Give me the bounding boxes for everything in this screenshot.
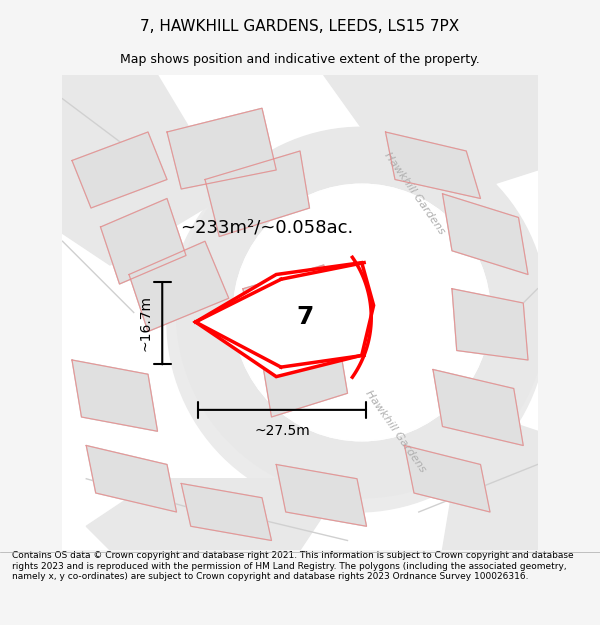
Polygon shape bbox=[443, 408, 538, 550]
Polygon shape bbox=[262, 336, 347, 417]
Text: ~16.7m: ~16.7m bbox=[139, 295, 153, 351]
Polygon shape bbox=[324, 75, 538, 208]
Polygon shape bbox=[39, 75, 229, 265]
Polygon shape bbox=[100, 199, 186, 284]
Polygon shape bbox=[72, 360, 157, 431]
Polygon shape bbox=[243, 265, 338, 346]
Text: Map shows position and indicative extent of the property.: Map shows position and indicative extent… bbox=[120, 52, 480, 66]
Polygon shape bbox=[386, 132, 481, 199]
Circle shape bbox=[233, 184, 490, 441]
Polygon shape bbox=[196, 262, 374, 377]
Text: 7, HAWKHILL GARDENS, LEEDS, LS15 7PX: 7, HAWKHILL GARDENS, LEEDS, LS15 7PX bbox=[140, 19, 460, 34]
Polygon shape bbox=[86, 479, 347, 550]
Polygon shape bbox=[167, 108, 276, 189]
Circle shape bbox=[176, 127, 547, 498]
Polygon shape bbox=[452, 289, 528, 360]
Polygon shape bbox=[433, 369, 523, 446]
Circle shape bbox=[167, 132, 547, 512]
Polygon shape bbox=[443, 194, 528, 274]
Polygon shape bbox=[404, 446, 490, 512]
Text: Hawkhill Gardens: Hawkhill Gardens bbox=[382, 151, 446, 237]
Polygon shape bbox=[86, 446, 176, 512]
Polygon shape bbox=[72, 132, 167, 208]
Text: 7: 7 bbox=[296, 305, 313, 329]
Text: Contains OS data © Crown copyright and database right 2021. This information is : Contains OS data © Crown copyright and d… bbox=[12, 551, 574, 581]
Polygon shape bbox=[129, 241, 229, 331]
Circle shape bbox=[224, 189, 490, 455]
Text: Hawkhill Gardens: Hawkhill Gardens bbox=[363, 388, 427, 474]
Text: ~27.5m: ~27.5m bbox=[254, 424, 310, 438]
Text: ~233m²/~0.058ac.: ~233m²/~0.058ac. bbox=[180, 218, 353, 236]
Polygon shape bbox=[276, 464, 367, 526]
Polygon shape bbox=[181, 484, 271, 541]
Circle shape bbox=[233, 184, 490, 441]
Polygon shape bbox=[205, 151, 310, 236]
